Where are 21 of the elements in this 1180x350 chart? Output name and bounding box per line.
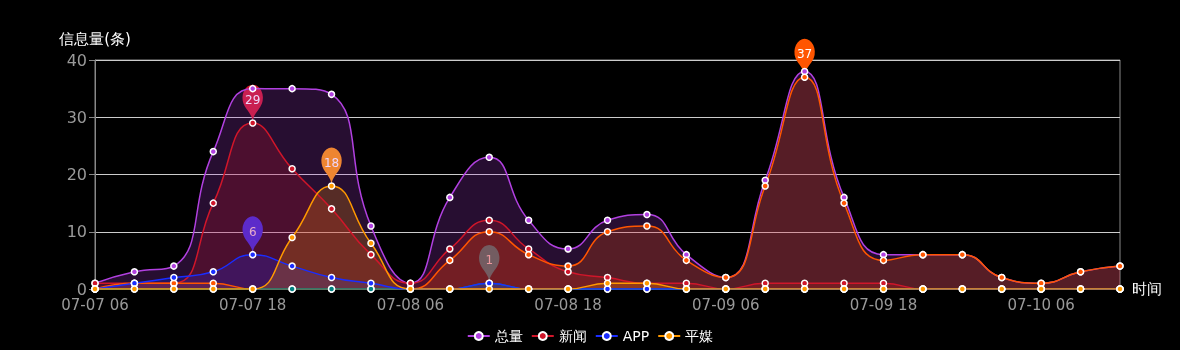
legend-label: APP [622,328,650,344]
x-tick-label: 07-10 06 [1007,295,1075,314]
y-tick-label: 10 [66,222,87,242]
data-label: 37 [796,47,813,62]
y-axis-title: 信息量(条) [59,29,131,48]
data-label: 29 [245,92,261,107]
legend-label: 平媒 [685,328,714,344]
data-label: 18 [323,155,340,170]
x-tick-label: 07-07 18 [218,295,287,314]
x-tick-label: 07-09 18 [849,295,918,314]
x-tick-label: 07-08 18 [534,295,602,314]
x-axis-title: 时间 [1132,280,1162,298]
y-tick-label: 30 [66,107,87,127]
legend-label: 总量 [493,328,523,344]
x-tick-label: 07-09 06 [692,295,760,314]
legend-label: 新闻 [558,328,587,344]
data-label: 6 [248,224,257,239]
y-tick-label: 20 [66,165,87,184]
y-tick-label: 40 [66,50,87,70]
x-tick-label: 07-08 06 [376,295,445,314]
data-label: 1 [485,253,494,268]
